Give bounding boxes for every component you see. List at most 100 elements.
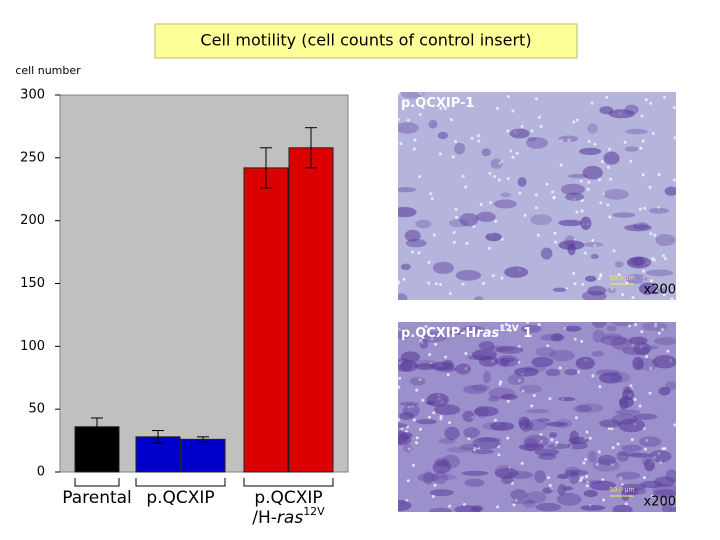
- pore: [418, 113, 422, 117]
- cell: [511, 499, 536, 505]
- pore: [643, 206, 647, 210]
- pore: [602, 192, 606, 196]
- cell: [632, 256, 645, 267]
- pore: [452, 240, 456, 244]
- pore: [559, 163, 563, 167]
- pore: [638, 404, 642, 408]
- pore: [429, 192, 433, 196]
- cell: [564, 368, 578, 376]
- cell: [476, 211, 496, 223]
- label-part: Parental: [62, 488, 132, 508]
- cell: [587, 450, 597, 463]
- pore: [616, 442, 620, 446]
- cell: [603, 188, 629, 200]
- cell: [398, 328, 411, 340]
- pore: [648, 185, 652, 189]
- pore: [584, 457, 588, 461]
- label-part: p.QCXIP-1: [401, 96, 474, 111]
- cell: [417, 473, 440, 482]
- x-group-label: /H-ras12V: [252, 505, 325, 529]
- cell: [583, 490, 598, 498]
- cell: [470, 449, 495, 455]
- cell: [648, 207, 670, 214]
- cell: [434, 404, 461, 416]
- pore: [605, 95, 609, 99]
- cell: [550, 333, 564, 342]
- cell: [398, 434, 412, 446]
- pore: [593, 244, 597, 248]
- cell: [429, 507, 452, 512]
- cell: [447, 446, 474, 453]
- cell: [624, 146, 639, 152]
- cell: [558, 219, 583, 227]
- pore: [673, 423, 676, 427]
- pore: [427, 415, 431, 419]
- cell: [522, 499, 536, 509]
- cell: [398, 206, 417, 218]
- cell: [546, 443, 571, 450]
- cell: [444, 426, 460, 440]
- cell: [426, 392, 449, 407]
- cell: [455, 269, 482, 281]
- cell: [398, 500, 412, 512]
- cell: [411, 359, 439, 368]
- cell: [428, 119, 438, 129]
- pore: [517, 379, 521, 383]
- pore: [624, 502, 628, 506]
- cell: [619, 397, 629, 410]
- cell: [606, 287, 617, 294]
- cell: [548, 432, 558, 438]
- pore: [633, 398, 637, 402]
- pore: [585, 474, 589, 478]
- pore: [497, 453, 501, 457]
- cell: [612, 212, 636, 218]
- pore: [521, 389, 525, 393]
- cell: [459, 213, 479, 227]
- cells: [398, 92, 676, 300]
- image-label: p.QCXIP-1: [401, 96, 474, 111]
- pore: [582, 461, 586, 465]
- cell: [460, 443, 478, 450]
- label-part: ras: [476, 326, 499, 341]
- pore: [586, 187, 590, 191]
- cell: [633, 342, 652, 356]
- pore: [573, 337, 577, 341]
- x-group-label: Parental: [62, 488, 132, 508]
- cell: [472, 437, 501, 450]
- pore: [428, 353, 432, 357]
- cell: [628, 488, 639, 496]
- cell: [600, 335, 628, 346]
- pore: [662, 293, 666, 297]
- cell: [462, 410, 475, 423]
- pore: [672, 178, 676, 182]
- cell: [621, 444, 642, 452]
- pore: [534, 193, 538, 197]
- cell: [538, 453, 557, 460]
- pore: [663, 447, 667, 451]
- pore: [432, 233, 436, 237]
- y-tick-label: 150: [20, 276, 45, 291]
- pore: [398, 92, 401, 95]
- cell: [618, 418, 645, 433]
- pore: [446, 373, 450, 377]
- pore: [411, 404, 415, 408]
- cell: [611, 322, 635, 327]
- cell: [584, 275, 597, 282]
- pore: [598, 178, 602, 182]
- pore: [587, 140, 591, 144]
- pore: [641, 173, 645, 177]
- pore: [558, 366, 562, 370]
- y-axis-label: cell number: [15, 64, 81, 77]
- pore: [534, 97, 538, 101]
- cell: [494, 464, 515, 479]
- cell: [590, 253, 599, 260]
- pore: [418, 378, 422, 382]
- pore: [398, 117, 400, 121]
- pore: [444, 355, 448, 359]
- cell: [658, 386, 671, 396]
- cell: [612, 504, 633, 512]
- pore: [500, 276, 504, 280]
- cell: [654, 337, 676, 346]
- cell: [558, 396, 576, 402]
- cell: [536, 418, 551, 423]
